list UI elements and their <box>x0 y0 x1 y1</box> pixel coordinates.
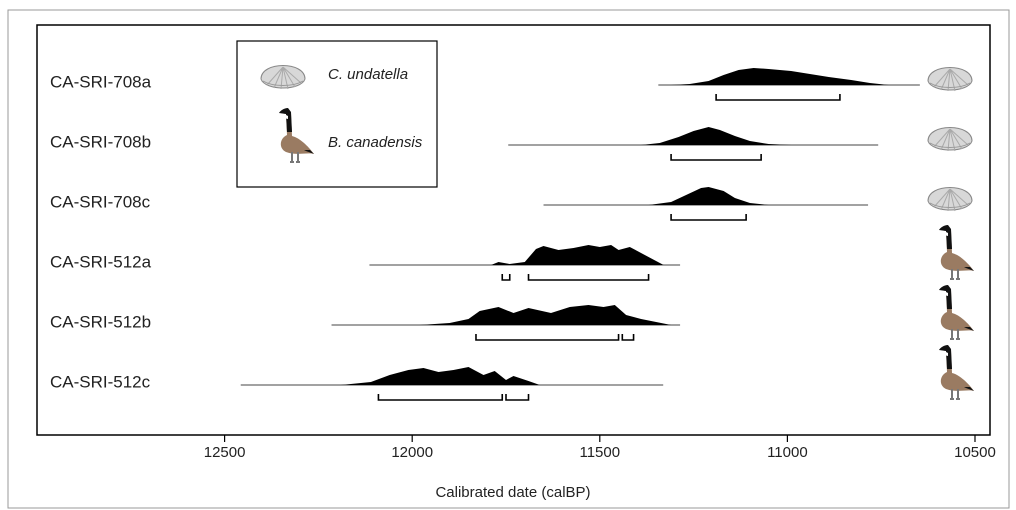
taxon-icon <box>938 224 975 280</box>
sample-label: CA-SRI-512b <box>50 312 151 331</box>
plot-area <box>36 24 991 436</box>
probability-density <box>671 68 889 85</box>
legend-label: B. canadensis <box>328 134 423 151</box>
x-tick-label: 11000 <box>767 444 808 461</box>
probability-density <box>340 367 540 385</box>
hpd-range <box>621 334 635 341</box>
x-tick-label: 12500 <box>204 444 246 461</box>
probability-density <box>648 187 769 205</box>
probability-density <box>641 127 792 145</box>
hpd-range <box>670 214 747 221</box>
x-axis-label: Calibrated date (calBP) <box>435 484 590 501</box>
sample-label: CA-SRI-708c <box>50 192 151 211</box>
probability-density <box>491 245 664 265</box>
hpd-range <box>505 394 530 401</box>
x-tick-label: 11500 <box>579 444 620 461</box>
hpd-range <box>527 274 650 281</box>
x-tick-label: 10500 <box>954 444 996 461</box>
taxon-icon <box>927 67 973 92</box>
sample-label: CA-SRI-512c <box>50 372 151 391</box>
hpd-range <box>501 274 511 281</box>
hpd-range <box>670 154 762 161</box>
sample-label: CA-SRI-512a <box>50 252 152 271</box>
hpd-range <box>377 394 504 401</box>
taxon-icon <box>938 284 975 340</box>
taxon-icon <box>938 344 975 400</box>
taxon-icon <box>927 187 973 212</box>
legend-icon <box>260 65 306 90</box>
sample-label: CA-SRI-708a <box>50 72 152 91</box>
taxon-icon <box>927 127 973 152</box>
x-tick-label: 12000 <box>391 444 433 461</box>
legend <box>236 40 438 188</box>
sample-label: CA-SRI-708b <box>50 132 151 151</box>
hpd-range <box>715 94 841 101</box>
probability-density <box>419 305 672 325</box>
hpd-range <box>475 334 620 341</box>
frame <box>7 9 1010 509</box>
legend-label: C. undatella <box>328 66 408 83</box>
